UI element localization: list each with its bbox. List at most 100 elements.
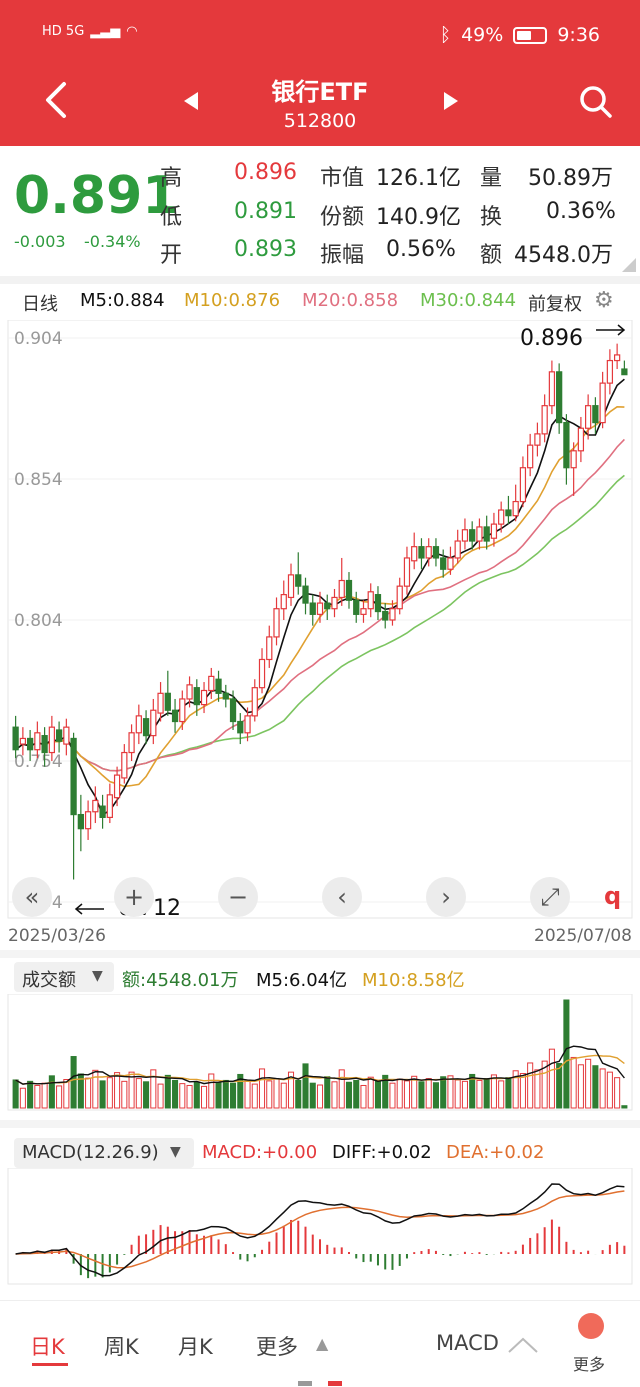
candle [519, 456, 527, 508]
market-cap-label: 市值 [320, 166, 365, 191]
back-arrow-icon[interactable] [40, 80, 74, 120]
candle [360, 600, 367, 623]
adjust-label[interactable]: 前复权 [528, 294, 582, 315]
candle [135, 704, 142, 745]
candle-body [295, 574, 302, 587]
candle [295, 552, 302, 595]
tab-day-k[interactable]: 日K [30, 1335, 65, 1359]
candle-body [425, 546, 432, 559]
macd-lines [15, 1183, 625, 1277]
zoom-out-button[interactable]: − [218, 877, 258, 917]
expand-corner-icon[interactable] [622, 258, 636, 272]
volume-bar [201, 1085, 208, 1109]
volume-bar [56, 1085, 63, 1109]
candle [164, 670, 171, 716]
volume-amount: 额:4548.01万 [122, 970, 239, 991]
macd-chart[interactable] [0, 1168, 640, 1288]
zoom-in-button[interactable]: + [114, 877, 154, 917]
candle [121, 744, 128, 784]
candle-body [34, 732, 41, 751]
divider [0, 950, 640, 958]
candle [440, 549, 447, 578]
tab-week-k[interactable]: 周K [104, 1335, 139, 1359]
volume-bar [302, 1063, 309, 1109]
status-right: ᛒ 49% 9:36 [440, 24, 600, 46]
caret-up-icon: ▲ [316, 1334, 329, 1353]
battery-icon [513, 26, 548, 44]
candle [425, 538, 432, 567]
volume-bar [106, 1077, 113, 1109]
candle-body [19, 737, 27, 745]
more-menu-icon[interactable] [578, 1313, 604, 1339]
tab-month-k[interactable]: 月K [178, 1335, 213, 1359]
shares-label: 份额 [320, 205, 365, 230]
candle-body [41, 735, 48, 754]
scroll-left-fast-button[interactable]: « [12, 877, 52, 917]
tab-macd[interactable]: MACD [436, 1331, 499, 1355]
candle [48, 715, 55, 761]
candle-body [592, 405, 599, 424]
macd-indicator-select[interactable]: MACD(12.26.9) ▼ [14, 1138, 194, 1168]
candle [316, 591, 324, 623]
candle-body [483, 526, 490, 542]
candle-body [150, 709, 157, 737]
prev-stock-icon[interactable] [182, 91, 200, 111]
candle [577, 416, 585, 463]
candle-body [498, 509, 505, 525]
candle [193, 679, 200, 716]
candle-body [200, 689, 208, 706]
volume-bar [150, 1069, 157, 1109]
chevron-up-icon[interactable] [506, 1335, 540, 1355]
fullscreen-button[interactable]: ⤢ [530, 877, 570, 917]
candle-body [527, 444, 534, 469]
candle-body [251, 687, 258, 717]
bottom-tab-bar: 日K 周K 月K 更多 ▲ MACD 更多 [0, 1300, 640, 1387]
volume-bar [447, 1075, 454, 1109]
price-change-pct: -0.34% [84, 232, 141, 251]
scroll-right-button[interactable]: › [426, 877, 466, 917]
candle [19, 727, 27, 756]
volume-bar [527, 1062, 534, 1109]
volume-bar [280, 1082, 287, 1109]
settings-gear-icon[interactable]: ⚙ [594, 288, 614, 313]
volume-bar [92, 1069, 99, 1109]
tab-more[interactable]: 更多 [256, 1335, 298, 1359]
q-button[interactable]: q [604, 882, 622, 910]
volume-bar [135, 1078, 142, 1109]
candle [432, 538, 440, 567]
candle-body [70, 737, 77, 816]
candle [505, 495, 512, 525]
volume-bar [63, 1079, 70, 1109]
candle-body [454, 540, 461, 559]
more-menu-label[interactable]: 更多 [573, 1355, 606, 1374]
candle [34, 721, 41, 759]
volume-bar [295, 1079, 302, 1109]
candle [200, 682, 208, 714]
volume-bar [34, 1084, 41, 1109]
volume-chart[interactable] [0, 994, 640, 1114]
volume-bar [237, 1073, 244, 1109]
search-icon[interactable] [578, 84, 614, 120]
active-tab-indicator [32, 1363, 68, 1366]
candle [396, 577, 403, 615]
scroll-left-button[interactable]: ‹ [322, 877, 362, 917]
volume-bar [418, 1081, 425, 1109]
volume-bar [563, 999, 570, 1109]
candle-body [585, 405, 592, 429]
volume-bar [382, 1074, 389, 1109]
candle-body [556, 371, 563, 424]
volume-bar [193, 1081, 200, 1109]
volume-bar [606, 1071, 613, 1109]
dea-line [15, 1190, 625, 1269]
volume-indicator-select[interactable]: 成交额 ▼ [14, 962, 114, 992]
candle [461, 518, 469, 550]
volume-bar [41, 1082, 48, 1109]
candle [150, 698, 157, 745]
candle-body [186, 684, 193, 700]
volume-bar [621, 1105, 628, 1109]
next-stock-icon[interactable] [442, 91, 460, 111]
period-label[interactable]: 日线 [22, 294, 58, 315]
volume-bar [331, 1081, 338, 1109]
candle [77, 794, 84, 852]
